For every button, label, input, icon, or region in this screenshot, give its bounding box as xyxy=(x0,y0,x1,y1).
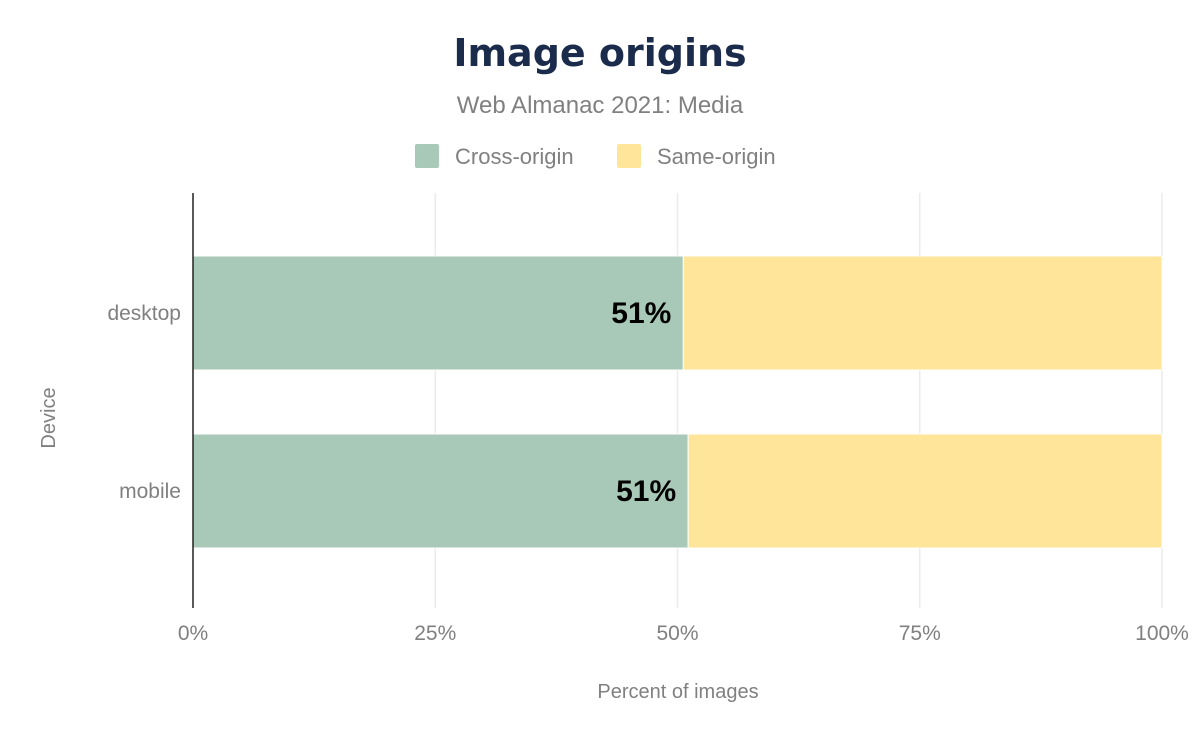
data-label-desktop-cross-origin: 51% xyxy=(611,297,671,330)
x-tick-label-100: 100% xyxy=(1135,622,1189,645)
y-axis-label: Device xyxy=(38,387,60,448)
bar-mobile-cross-origin xyxy=(192,433,689,549)
y-tick-label-desktop: desktop xyxy=(107,302,181,325)
x-tick-label-50: 50% xyxy=(656,622,698,645)
x-axis-label: Percent of images xyxy=(597,681,758,703)
x-tick-label-0: 0% xyxy=(178,622,208,645)
legend-label-cross-origin: Cross-origin xyxy=(455,144,574,169)
y-axis: desktop mobile xyxy=(107,193,194,608)
x-axis: 0% 25% 50% 75% 100% xyxy=(178,622,1189,645)
legend-swatch-same-origin xyxy=(617,144,641,168)
y-tick-label-mobile: mobile xyxy=(119,480,181,503)
chart-title: Image origins xyxy=(453,31,746,75)
bar-desktop-cross-origin xyxy=(192,255,684,371)
data-label-mobile-cross-origin: 51% xyxy=(616,475,676,508)
legend-swatch-cross-origin xyxy=(415,144,439,168)
legend: Cross-origin Same-origin xyxy=(415,144,776,169)
bar-labels: 51% 51% xyxy=(611,297,676,508)
x-tick-label-75: 75% xyxy=(899,622,941,645)
bar-desktop-same-origin xyxy=(682,255,1163,371)
bar-mobile-same-origin xyxy=(687,433,1163,549)
legend-label-same-origin: Same-origin xyxy=(657,144,776,169)
bars xyxy=(192,255,1163,549)
chart-subtitle: Web Almanac 2021: Media xyxy=(457,92,744,119)
x-tick-label-25: 25% xyxy=(414,622,456,645)
